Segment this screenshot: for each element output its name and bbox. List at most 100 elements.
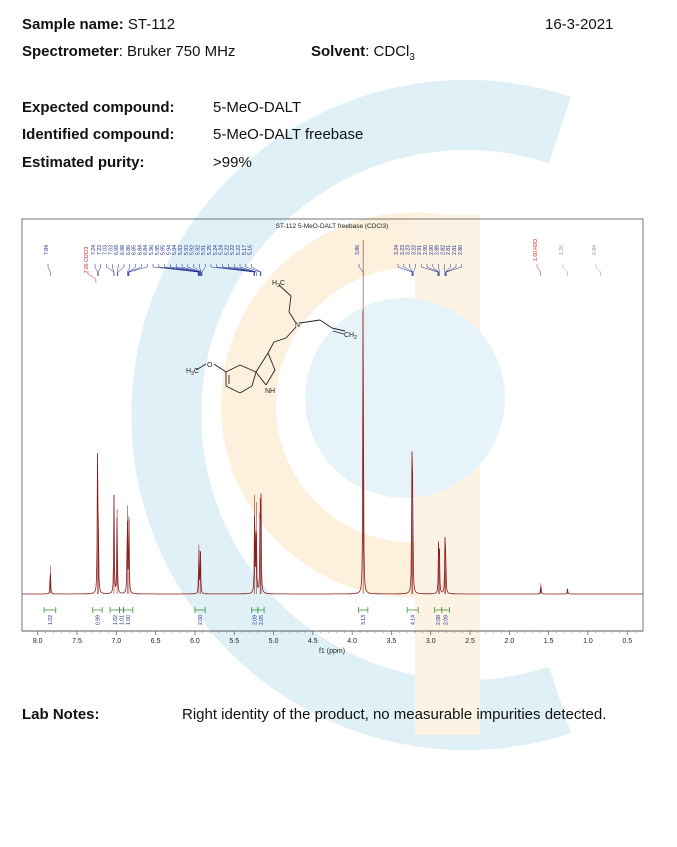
spectrum-trace-group: [22, 240, 643, 595]
expected-compound-label: Expected compound:: [22, 99, 175, 116]
spectrometer-label: Spectrometer: [22, 43, 119, 60]
chart-frame: [21, 218, 644, 632]
peak-label: 6.85: [132, 245, 138, 255]
peak-label: 7.23: [97, 245, 103, 255]
peak-label: 3.24: [394, 245, 400, 255]
lab-notes-text: Right identity of the product, no measur…: [182, 706, 607, 723]
peak-label: 5.22: [230, 245, 236, 255]
peak-fan-line: [251, 266, 262, 273]
peak-label: 3.23: [400, 245, 406, 255]
peak-fan-line: [112, 266, 115, 273]
peak-label: 7.84: [44, 245, 50, 255]
integral-value: 2.09: [253, 615, 259, 625]
x-tick-label: 1.5: [544, 638, 554, 645]
peak-label: 6.86: [126, 245, 132, 255]
peak-label: 5.91: [201, 245, 207, 255]
peak-fan-line: [432, 266, 439, 273]
peak-fan-line: [199, 266, 202, 273]
integral-value: 2.08: [436, 615, 442, 625]
peak-fan-line: [106, 266, 115, 273]
x-tick-label: 0.5: [622, 638, 632, 645]
x-tick-label: 4.0: [347, 638, 357, 645]
watermark-inner-arc: [220, 212, 480, 598]
peak-fan-line: [403, 266, 413, 273]
peak-fan-line: [187, 266, 201, 273]
peak-fan-line: [245, 266, 261, 273]
peak-label: 2.89: [435, 245, 441, 255]
peak-fan-line: [128, 266, 142, 273]
peak-label: 5.25: [207, 245, 213, 255]
peak-label: 0.84: [592, 245, 598, 255]
svg-text:CH2: CH2: [344, 332, 357, 341]
sample-name: Sample name: ST-112: [22, 16, 175, 33]
integral-value: 4.14: [411, 615, 417, 625]
peak-label: 1.26: [559, 245, 565, 255]
peak-label: 5.92: [190, 245, 196, 255]
peak-label: 5.95: [161, 245, 167, 255]
peak-label: 2.82: [440, 245, 446, 255]
peak-fan-line: [536, 266, 542, 273]
peak-fan-line: [176, 266, 200, 273]
peak-fan-line: [413, 266, 416, 273]
peak-label: 7.26 CDCl3: [84, 246, 90, 273]
report-date: 16-3-2021: [545, 16, 614, 33]
integral-value: 1.02: [48, 615, 54, 625]
integral-value: 2.09: [444, 615, 450, 625]
peak-label: 2.81: [446, 245, 452, 255]
peak-fan-line: [94, 266, 98, 273]
sample-name-value: ST-112: [127, 16, 176, 33]
peak-label: 5.94: [172, 245, 178, 255]
x-tick-label: 4.5: [308, 638, 318, 645]
peak-label: 3.86: [355, 245, 361, 255]
peak-label: 5.24: [213, 245, 219, 255]
peak-label: 5.24: [219, 245, 225, 255]
peak-label: 6.98: [120, 245, 126, 255]
peak-label: 1.60 H2O: [533, 239, 539, 261]
peak-label: 3.23: [406, 245, 412, 255]
svg-text:H3C: H3C: [186, 368, 199, 377]
oxygen-label: O: [207, 362, 213, 369]
lab-notes-label: Lab Notes:: [22, 706, 100, 723]
identified-compound-value: 5-MeO-DALT freebase: [213, 126, 364, 143]
peak-label: 5.16: [248, 245, 254, 255]
amine-n-label: N: [295, 322, 300, 329]
x-tick-label: 6.5: [151, 638, 161, 645]
x-tick-label: 8.0: [33, 638, 43, 645]
peak-fan-line: [562, 266, 568, 273]
peak-fan-line: [127, 266, 131, 273]
x-tick-label: 3.5: [387, 638, 397, 645]
spectrum-line: [22, 310, 643, 595]
peak-label: 5.96: [149, 245, 155, 255]
peak-fan-line: [409, 266, 413, 273]
spectrometer-value: : Bruker 750 MHz: [118, 43, 236, 60]
peak-fan-line: [222, 266, 255, 273]
peak-fan-line: [444, 266, 446, 273]
indole-nh-label: NH: [265, 388, 275, 395]
peak-fan-line: [47, 266, 51, 273]
peak-fan-line: [87, 273, 97, 280]
peak-fan-line: [164, 266, 199, 273]
x-axis-label: f1 (ppm): [319, 648, 345, 655]
peak-fan-line: [234, 266, 257, 273]
peak-fan-line: [358, 266, 364, 273]
integral-value: 1.00: [126, 615, 132, 625]
peak-fan-line: [421, 266, 438, 273]
peak-label: 6.84: [137, 245, 143, 255]
peak-label: 5.22: [236, 245, 242, 255]
molecule-structure: [195, 284, 346, 394]
x-tick-label: 6.0: [190, 638, 200, 645]
peak-label: 2.91: [417, 245, 423, 255]
peak-label: 7.24: [91, 245, 97, 255]
chart-title: ST-112 5-MeO-DALT freebase (CDCl3): [276, 223, 389, 230]
peak-fan-line: [127, 266, 136, 273]
peak-fan-line: [201, 266, 206, 273]
peak-label: 5.93: [178, 245, 184, 255]
peak-fan-line: [445, 266, 451, 273]
peak-label: 5.95: [155, 245, 161, 255]
x-tick-label: 5.0: [269, 638, 279, 645]
peak-fan-line: [181, 266, 201, 273]
peak-label: 7.03: [103, 245, 109, 255]
integral-value: 2.00: [198, 615, 204, 625]
peak-label: 5.92: [195, 245, 201, 255]
x-axis: 8.0 7.5 7.0 6.5 6.0 5.5 5.0 4.5 4.0 3.5 3.0 2.5 2.0 1…: [22, 630, 643, 645]
